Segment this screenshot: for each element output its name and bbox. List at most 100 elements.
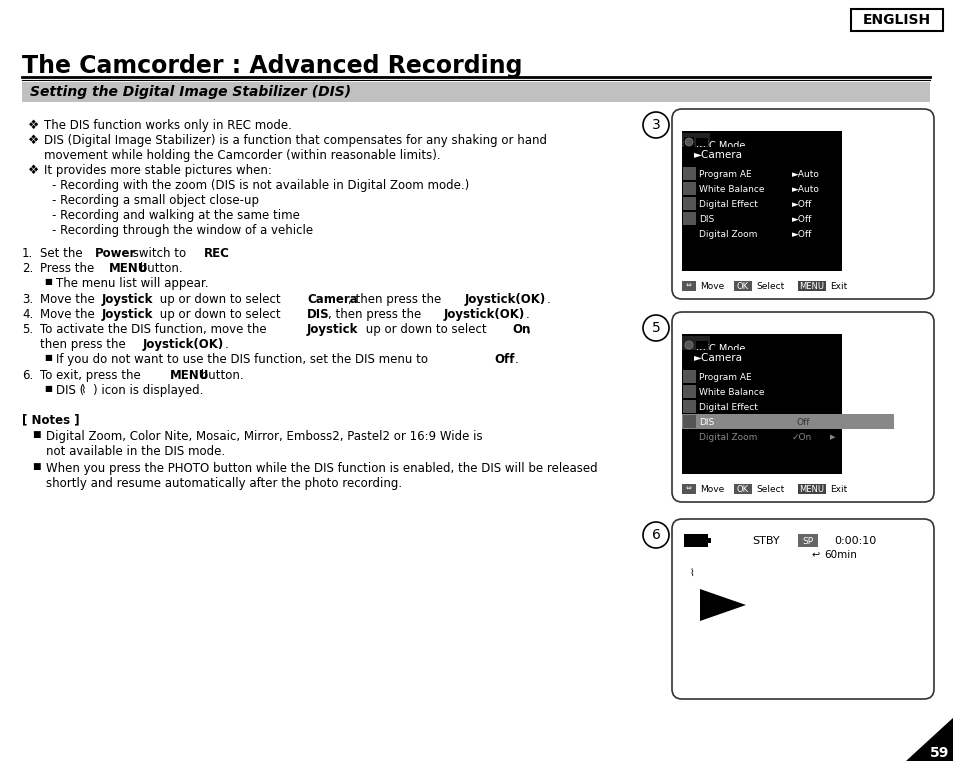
Text: ENGLISH: ENGLISH	[862, 13, 930, 27]
Bar	[681, 350, 841, 366]
Text: , then press the: , then press the	[327, 308, 424, 321]
Bar	[682, 212, 696, 225]
Text: STBY: STBY	[751, 536, 779, 546]
Text: DIS: DIS	[307, 308, 330, 321]
Text: ,: ,	[526, 323, 529, 336]
Text: Digital Zoom: Digital Zoom	[699, 230, 757, 238]
Text: .: .	[515, 353, 518, 366]
Bar	[797, 281, 825, 291]
Text: 6.: 6.	[22, 369, 33, 382]
Text: Setting the Digital Image Stabilizer (DIS): Setting the Digital Image Stabilizer (DI…	[30, 85, 351, 99]
Text: Off: Off	[494, 353, 515, 366]
Text: 2.: 2.	[22, 262, 33, 275]
Text: , then press the: , then press the	[348, 293, 445, 306]
Text: [ Notes ]: [ Notes ]	[22, 413, 79, 426]
Polygon shape	[700, 589, 745, 621]
Text: ⌇: ⌇	[80, 385, 85, 395]
Text: ⇔: ⇔	[685, 283, 691, 289]
Text: ⌇: ⌇	[689, 569, 694, 579]
Text: ▶: ▶	[829, 434, 835, 440]
Text: Exit: Exit	[829, 485, 846, 494]
Bar	[681, 336, 709, 352]
Text: 60min: 60min	[823, 550, 856, 560]
Text: Select: Select	[755, 485, 783, 494]
Bar	[850, 9, 942, 31]
Bar	[22, 82, 929, 102]
Text: ❖: ❖	[28, 164, 39, 177]
Bar	[682, 415, 696, 428]
Bar	[681, 484, 696, 494]
Text: White Balance: White Balance	[699, 387, 763, 397]
Text: MENU: MENU	[170, 369, 210, 382]
Text: MENU: MENU	[799, 485, 823, 494]
Bar	[681, 131, 841, 271]
Text: up or down to select: up or down to select	[156, 293, 285, 306]
Text: Move: Move	[700, 281, 723, 291]
Text: - Recording with the zoom (DIS is not available in Digital Zoom mode.): - Recording with the zoom (DIS is not av…	[52, 179, 469, 192]
Text: button.: button.	[197, 369, 244, 382]
Text: Program AE: Program AE	[699, 170, 751, 178]
Circle shape	[684, 341, 692, 349]
Circle shape	[642, 522, 668, 548]
Bar	[683, 534, 707, 547]
Text: Joystick: Joystick	[102, 293, 152, 306]
Text: Joystick(OK): Joystick(OK)	[443, 308, 525, 321]
Circle shape	[642, 112, 668, 138]
Bar	[681, 281, 696, 291]
Text: ►Camera: ►Camera	[693, 150, 742, 160]
Text: ►Off: ►Off	[791, 199, 812, 209]
Text: movement while holding the Camcorder (within reasonable limits).: movement while holding the Camcorder (wi…	[44, 149, 440, 162]
Text: Digital Effect: Digital Effect	[699, 199, 757, 209]
Text: Joystick(OK): Joystick(OK)	[143, 338, 224, 351]
Text: 3.: 3.	[22, 293, 33, 306]
Text: ►Auto: ►Auto	[791, 185, 819, 193]
Text: button.: button.	[135, 262, 182, 275]
Bar	[682, 167, 696, 180]
Text: Power: Power	[94, 247, 136, 260]
Text: The DIS function works only in REC mode.: The DIS function works only in REC mode.	[44, 119, 292, 132]
Text: ■: ■	[32, 430, 40, 439]
Text: Move the: Move the	[40, 308, 98, 321]
Text: Joystick(OK): Joystick(OK)	[464, 293, 545, 306]
FancyBboxPatch shape	[671, 519, 933, 699]
Text: To exit, press the: To exit, press the	[40, 369, 144, 382]
Text: OK: OK	[736, 281, 748, 291]
Bar	[707, 538, 710, 543]
Bar	[733, 281, 751, 291]
Text: ⇔: ⇔	[685, 486, 691, 492]
Text: .: .	[526, 308, 529, 321]
Text: Digital Zoom, Color Nite, Mosaic, Mirror, Emboss2, Pastel2 or 16:9 Wide is: Digital Zoom, Color Nite, Mosaic, Mirror…	[46, 430, 482, 443]
Text: .: .	[225, 247, 229, 260]
Text: If you do not want to use the DIS function, set the DIS menu to: If you do not want to use the DIS functi…	[56, 353, 432, 366]
Text: REC Mode: REC Mode	[696, 141, 744, 151]
Text: Exit: Exit	[829, 281, 846, 291]
Text: - Recording a small object close-up: - Recording a small object close-up	[52, 194, 258, 207]
Circle shape	[642, 315, 668, 341]
Text: DIS (Digital Image Stabilizer) is a function that compensates for any shaking or: DIS (Digital Image Stabilizer) is a func…	[44, 134, 546, 147]
Text: Joystick: Joystick	[307, 323, 358, 336]
Text: Digital Effect: Digital Effect	[699, 403, 757, 411]
FancyBboxPatch shape	[671, 109, 933, 299]
Text: ■: ■	[44, 277, 51, 286]
Text: 5.: 5.	[22, 323, 33, 336]
Text: MENU: MENU	[109, 262, 148, 275]
Text: MENU: MENU	[799, 281, 823, 291]
FancyBboxPatch shape	[671, 312, 933, 502]
Bar	[797, 484, 825, 494]
Bar	[696, 138, 707, 146]
Text: Move the: Move the	[40, 293, 98, 306]
Text: White Balance: White Balance	[699, 185, 763, 193]
Text: switch to: switch to	[129, 247, 190, 260]
Text: ►Off: ►Off	[791, 214, 812, 224]
Text: 59: 59	[929, 746, 948, 760]
Text: Joystick: Joystick	[102, 308, 152, 321]
Text: 5: 5	[651, 321, 659, 335]
Text: not available in the DIS mode.: not available in the DIS mode.	[46, 445, 225, 458]
Text: 1.: 1.	[22, 247, 33, 260]
Text: ❖: ❖	[28, 119, 39, 132]
Text: shortly and resume automatically after the photo recording.: shortly and resume automatically after t…	[46, 477, 402, 490]
Bar	[681, 147, 841, 163]
Bar	[681, 414, 893, 429]
Text: SP: SP	[801, 537, 813, 545]
Text: Off: Off	[796, 418, 810, 426]
